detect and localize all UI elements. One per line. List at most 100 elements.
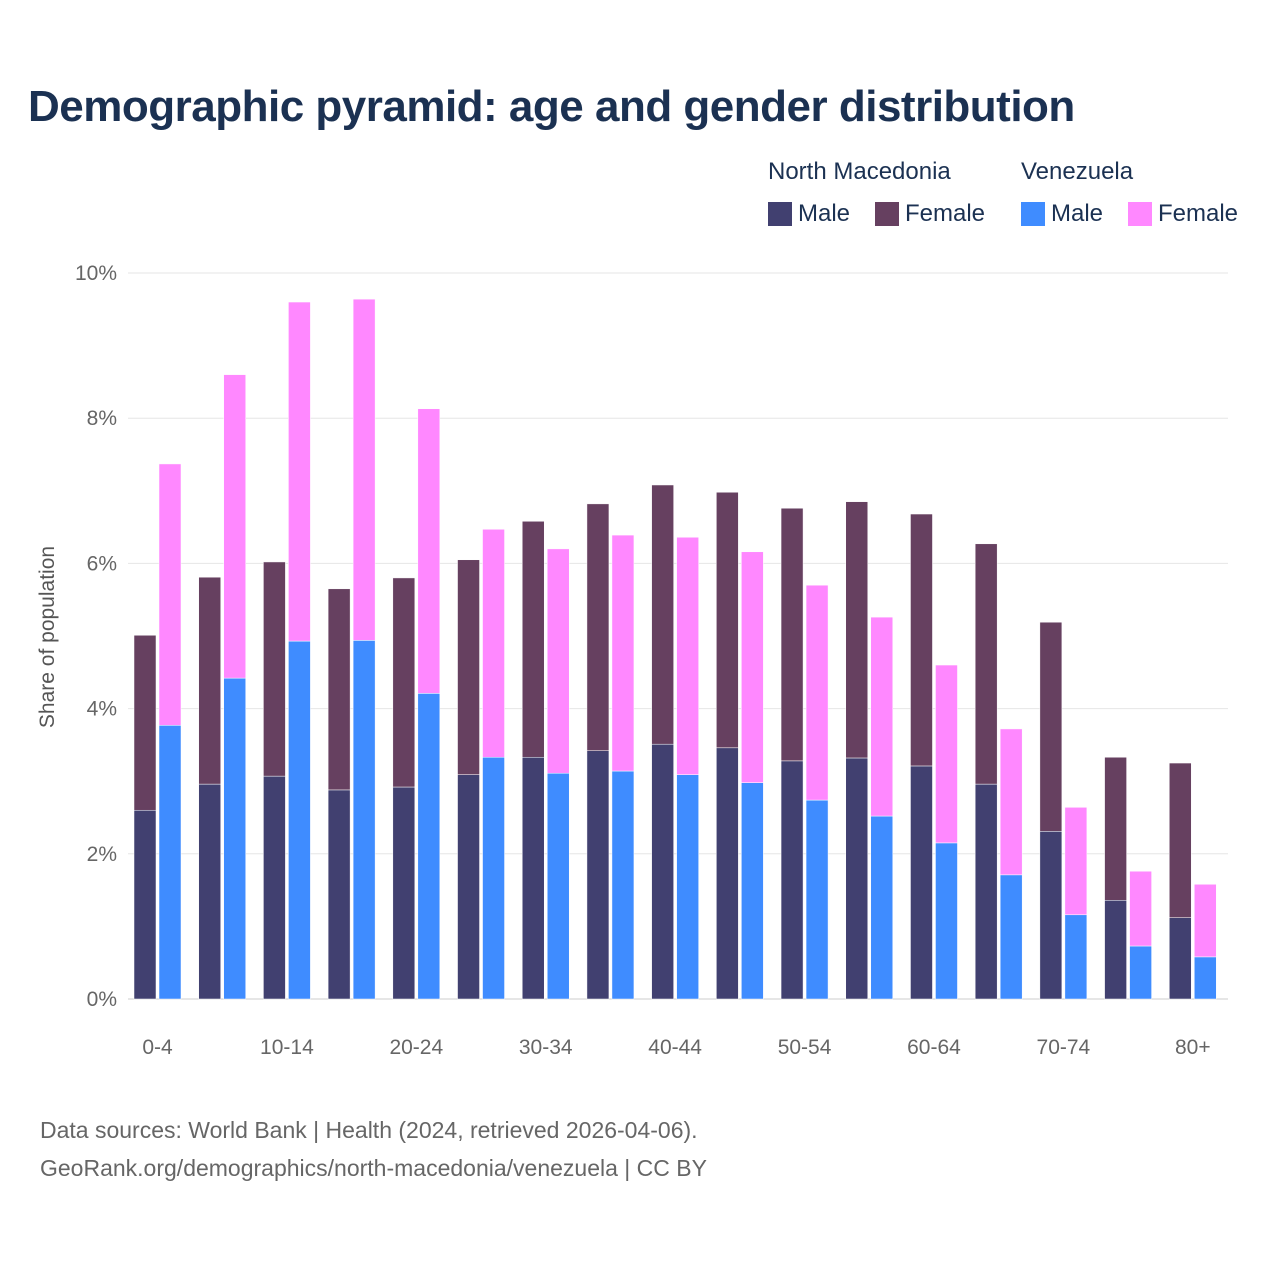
bar-venezuela-female	[611, 534, 635, 772]
y-tick-label: 10%	[75, 262, 117, 285]
bar-north-macedonia-male	[716, 747, 739, 1000]
bar-venezuela-female	[482, 529, 505, 758]
bar-venezuela-female	[935, 664, 958, 844]
x-tick-label: 0-4	[142, 1036, 173, 1059]
x-tick-label: 20-24	[389, 1036, 443, 1059]
bar-venezuela-male	[1129, 945, 1152, 1000]
bar-north-macedonia-female	[133, 635, 157, 811]
bar-north-macedonia-male	[521, 756, 545, 1000]
x-tick-label: 70-74	[1037, 1036, 1091, 1059]
legend-item-north-macedonia-male[interactable]: Male	[768, 200, 850, 228]
bar-north-macedonia-female	[521, 521, 545, 758]
legend-label: Male	[1051, 200, 1104, 227]
bar-venezuela-male	[935, 842, 958, 1000]
bar-north-macedonia-male	[1039, 831, 1063, 1000]
bar-venezuela-male	[288, 640, 311, 1000]
x-tick-label: 30-34	[519, 1036, 573, 1059]
bar-venezuela-female	[1194, 884, 1217, 958]
bar-venezuela-female	[352, 298, 376, 641]
bar-venezuela-male	[1194, 956, 1217, 1000]
bar-venezuela-female	[805, 584, 829, 801]
bar-north-macedonia-male	[133, 809, 157, 1000]
legend-item-north-macedonia-female[interactable]: Female	[875, 200, 985, 228]
legend-item-venezuela-female[interactable]: Female	[1128, 200, 1238, 228]
bar-venezuela-female	[417, 408, 441, 694]
bar-north-macedonia-female	[716, 492, 739, 749]
bar-north-macedonia-female	[974, 543, 998, 785]
bar-north-macedonia-female	[651, 484, 674, 745]
legend-label: Male	[798, 200, 851, 227]
bar-north-macedonia-female	[1169, 762, 1192, 918]
x-tick-label: 60-64	[907, 1036, 961, 1059]
bar-venezuela-male	[158, 725, 182, 1000]
bar-venezuela-female	[741, 551, 764, 783]
chart-title: Demographic pyramid: age and gender dist…	[28, 82, 1075, 131]
x-tick-label: 10-14	[260, 1036, 314, 1059]
bar-venezuela-male	[417, 693, 441, 1000]
bar-north-macedonia-female	[1039, 621, 1063, 832]
bar-north-macedonia-female	[910, 513, 933, 767]
bar-venezuela-male	[611, 770, 635, 1000]
legend-item-venezuela-male[interactable]: Male	[1021, 200, 1103, 228]
legend-group-venezuela: Venezuela	[1021, 158, 1134, 185]
bar-north-macedonia-female	[263, 561, 286, 777]
bar-venezuela-female	[676, 537, 699, 775]
source-line-1: Data sources: World Bank | Health (2024,…	[40, 1117, 698, 1143]
y-tick-label: 4%	[87, 698, 117, 721]
bar-venezuela-male	[352, 640, 376, 1000]
legend-swatch	[768, 202, 792, 226]
y-tick-label: 2%	[87, 843, 117, 866]
bar-venezuela-female	[223, 374, 246, 679]
bar-north-macedonia-male	[198, 783, 221, 1000]
bar-north-macedonia-male	[974, 783, 998, 1000]
bar-venezuela-female	[158, 463, 182, 726]
bar-north-macedonia-female	[392, 577, 416, 788]
x-tick-label: 40-44	[648, 1036, 702, 1059]
legend-label: Female	[1158, 200, 1239, 227]
legend-label: Female	[905, 200, 986, 227]
bar-venezuela-male	[546, 772, 570, 1000]
bar-north-macedonia-male	[845, 757, 869, 1000]
bar-venezuela-male	[805, 799, 829, 1000]
legend-swatch	[1128, 202, 1152, 226]
bar-north-macedonia-male	[780, 760, 804, 1000]
bar-venezuela-male	[676, 774, 699, 1000]
bar-north-macedonia-female	[586, 503, 610, 751]
bar-venezuela-male	[223, 677, 246, 1000]
bar-venezuela-male	[741, 782, 764, 1000]
y-tick-label: 6%	[87, 552, 117, 575]
bar-venezuela-male	[870, 815, 894, 1000]
bar-venezuela-male	[1064, 914, 1088, 1000]
bar-north-macedonia-female	[327, 588, 351, 791]
bar-venezuela-female	[870, 616, 894, 817]
bar-north-macedonia-female	[780, 507, 804, 762]
x-tick-label: 80+	[1175, 1036, 1211, 1059]
bar-north-macedonia-female	[1104, 756, 1127, 901]
bar-north-macedonia-male	[457, 774, 480, 1000]
bar-venezuela-female	[999, 728, 1023, 876]
x-tick-label: 50-54	[778, 1036, 832, 1059]
bar-venezuela-female	[1064, 807, 1088, 916]
bar-north-macedonia-male	[910, 765, 933, 1000]
legend-swatch	[1021, 202, 1045, 226]
bar-north-macedonia-female	[845, 501, 869, 759]
bar-north-macedonia-male	[1104, 900, 1127, 1000]
bar-north-macedonia-male	[327, 789, 351, 1000]
bar-north-macedonia-male	[651, 743, 674, 1000]
bar-north-macedonia-male	[1169, 917, 1192, 1000]
source-line-2: GeoRank.org/demographics/north-macedonia…	[40, 1155, 707, 1181]
bar-venezuela-female	[1129, 870, 1152, 947]
legend-group-north-macedonia: North Macedonia	[768, 158, 951, 185]
bar-venezuela-female	[288, 301, 311, 642]
bar-venezuela-male	[999, 874, 1023, 1000]
bar-north-macedonia-male	[586, 750, 610, 1000]
bar-north-macedonia-male	[263, 775, 286, 1000]
bar-venezuela-female	[546, 548, 570, 774]
bar-north-macedonia-female	[198, 576, 221, 785]
bar-north-macedonia-male	[392, 786, 416, 1000]
bar-venezuela-male	[482, 756, 505, 1000]
legend-swatch	[875, 202, 899, 226]
y-tick-label: 8%	[87, 407, 117, 430]
y-tick-label: 0%	[87, 988, 117, 1011]
